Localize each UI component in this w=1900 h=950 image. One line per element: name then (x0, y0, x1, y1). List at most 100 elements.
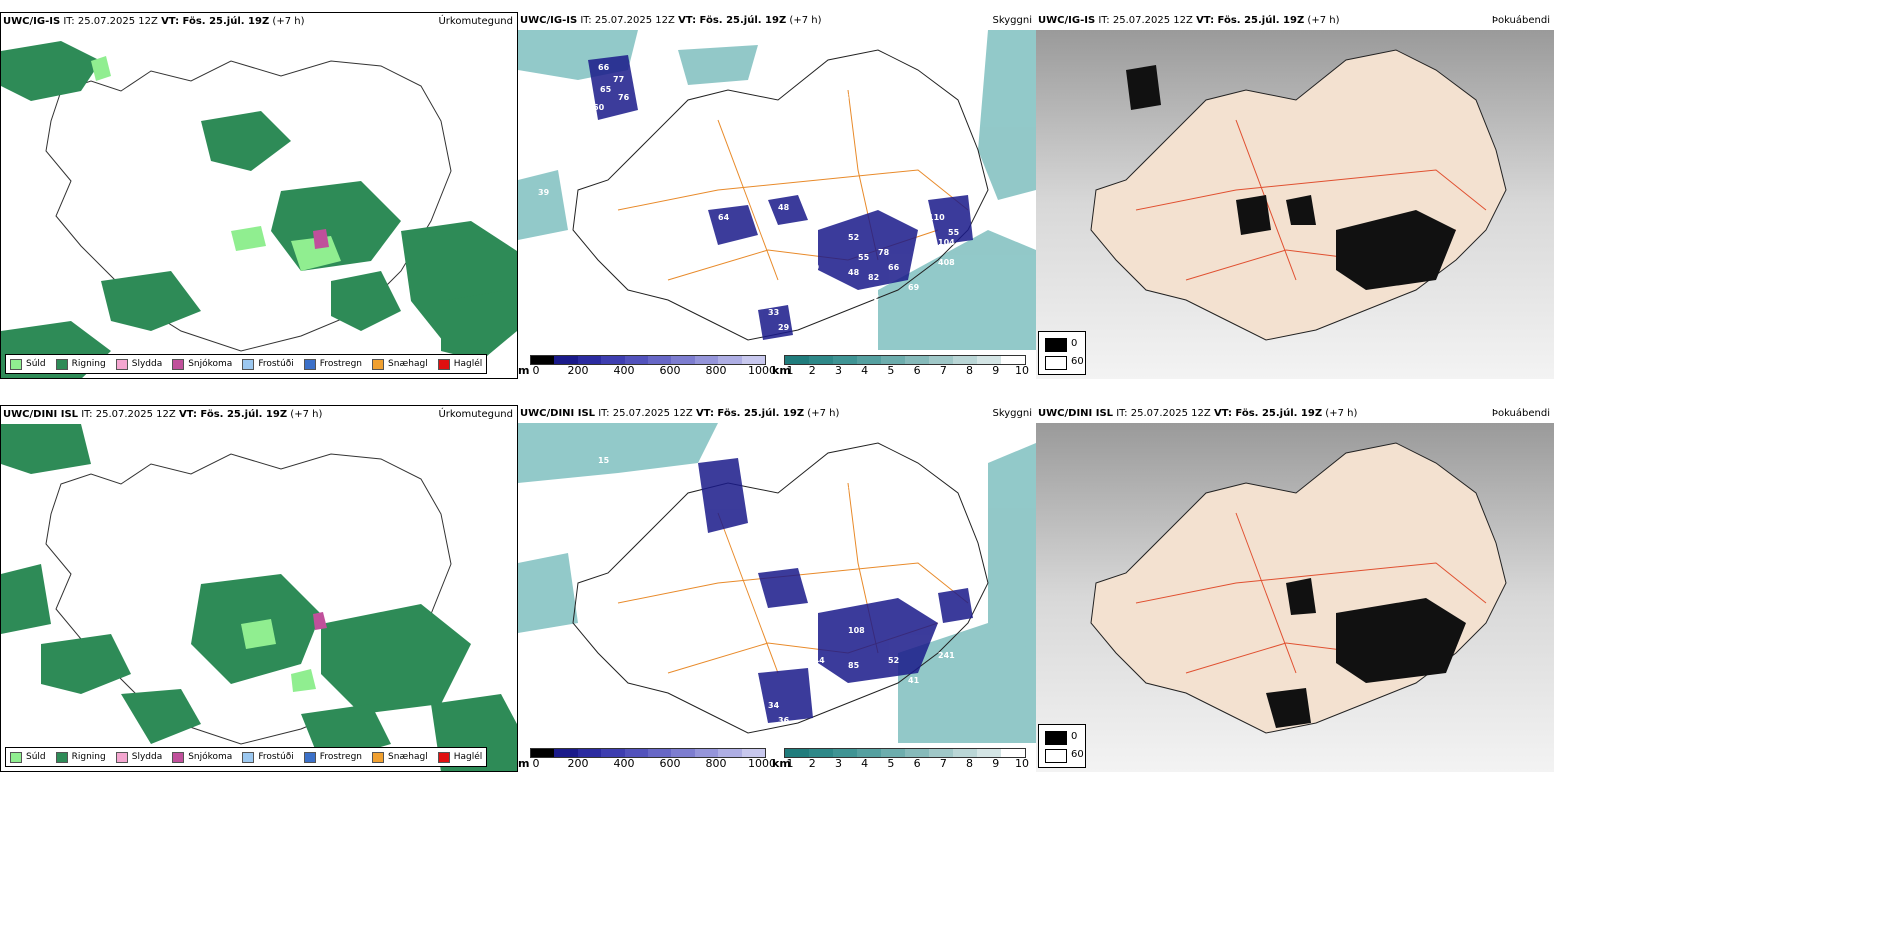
colorbar-tick-label: 5 (887, 757, 895, 770)
legend-label: Snjókoma (188, 752, 233, 762)
cloud-base-value: 41 (908, 676, 920, 685)
model-name: UWC/DINI ISL (1038, 408, 1114, 419)
colorbar-strip (784, 355, 1026, 365)
cloud-base-value: 48 (778, 203, 790, 212)
legend-item: Slydda (115, 751, 162, 763)
cloud-panel-row2: UWC/DINI ISL IT: 25.07.2025 12Z VT: Fös.… (518, 405, 1036, 772)
colorbar-segment (833, 749, 857, 757)
colorbar-tick-label: 8 (966, 364, 974, 377)
colorbar-unit: km (772, 364, 791, 377)
legend-swatch (55, 751, 68, 763)
legend-item: Slydda (115, 358, 163, 370)
colorbar-tick-label: 5 (887, 364, 895, 377)
legend-label: Rigning (71, 359, 106, 369)
cloud-base-value: 45 (838, 486, 850, 495)
visibility-colorbar: km 1 2 3 4 5 6 7 8 9 10 (772, 353, 1036, 377)
legend-item: Haglél (437, 358, 482, 370)
precip-panel-row1: UWC/IG-IS IT: 25.07.2025 12Z VT: Fös. 25… (0, 12, 518, 379)
colorbar-segment (671, 749, 695, 757)
legend-label: Slydda (131, 359, 163, 369)
colorbar-segment (809, 749, 833, 757)
cloud-base-value: 64 (718, 213, 730, 222)
colorbar-tick-label: 1 (786, 757, 794, 770)
valid-time: VT: Fös. 25.júl. 19Z (1213, 408, 1323, 419)
colorbar-segment (809, 356, 833, 364)
fog-key-dark-swatch (1045, 338, 1067, 352)
cloud-base-value: 44 (818, 678, 830, 687)
colorbar-tick-label: 2 (808, 364, 816, 377)
cloud-base-value: 48 (848, 268, 860, 277)
legend-label: Frostregn (319, 752, 363, 762)
colorbar-segment (881, 356, 905, 364)
cloud-base-labels: 6677657660494718333656376448525511055487… (538, 63, 969, 332)
init-time: IT: 25.07.2025 12Z (63, 16, 158, 27)
valid-time: VT: Fös. 25.júl. 19Z (1196, 15, 1305, 26)
cloud-base-value: 60 (593, 103, 605, 112)
legend-item: Súld (10, 751, 46, 763)
legend-swatch (10, 751, 22, 763)
colorbar-tick-label: 4 (861, 757, 869, 770)
colorbar-segment (624, 749, 648, 757)
precip-rain-areas (1, 424, 517, 771)
colorbar-tick-label: 800 (705, 757, 727, 770)
legend-swatch (437, 751, 450, 763)
colorbar-segment (953, 356, 977, 364)
model-name: UWC/DINI ISL (3, 409, 79, 420)
visibility-areas (518, 423, 1036, 743)
valid-time: VT: Fös. 25.júl. 19Z (161, 16, 270, 27)
panel-title: Þokuábendi (1491, 15, 1550, 26)
cloud-base-value: 66 (888, 263, 900, 272)
road-network (617, 89, 969, 281)
colorbar-tick-label: 10 (1015, 757, 1029, 770)
cloud-base-value: 77 (748, 323, 759, 332)
legend-item: Haglél (437, 751, 482, 763)
valid-time: VT: Fös. 25.júl. 19Z (178, 409, 288, 420)
visibility-colorbar: km 1 2 3 4 5 6 7 8 9 10 (772, 746, 1036, 770)
colorbar-segment (694, 356, 719, 364)
cloud-base-value: 33 (768, 308, 779, 317)
colorbar-segment (881, 749, 905, 757)
precip-map (1, 41, 517, 378)
cloud-base-value: 108 (848, 626, 865, 635)
cloud-base-value: 65 (600, 85, 612, 94)
precip-legend: Súld Rigning Slydda Snjókoma Frostúði Frostre… (5, 747, 488, 767)
cloud-base-value: 55 (858, 253, 870, 262)
colorbar-tick-label: 1000 (748, 757, 776, 770)
colorbar-strip (784, 748, 1026, 758)
cloud-base-value: 78 (878, 248, 890, 257)
model-name: UWC/IG-IS (3, 16, 61, 27)
fog-index-key: 0 60 (1038, 724, 1086, 768)
cloud-base-value: 56 (838, 93, 850, 102)
legend-swatch (242, 751, 255, 763)
cloud-base-value: 59 (818, 285, 830, 294)
colorbar-segment (577, 749, 602, 757)
init-time: IT: 25.07.2025 12Z (1098, 15, 1193, 26)
colorbar-segment (929, 356, 953, 364)
colorbar-segment (624, 356, 648, 364)
colorbar-segment (857, 356, 881, 364)
cloud-base-value: 144 (808, 656, 825, 665)
colorbar-segment (905, 356, 929, 364)
cloud-base-colorbar: m 0 200 400 600 800 1000 (518, 353, 776, 377)
init-time: IT: 25.07.2025 12Z (580, 15, 675, 26)
panel-header: UWC/DINI ISL IT: 25.07.2025 12Z VT: Fös.… (1038, 407, 1552, 421)
colorbar-segment (601, 749, 625, 757)
legend-item: Frostúði (242, 751, 294, 763)
colorbar-segment (977, 356, 1001, 364)
legend-swatch (172, 358, 185, 370)
colorbar-tick-label: 0 (532, 757, 540, 770)
legend-label: Rigning (71, 752, 106, 762)
legend-label: Snæhagl (388, 359, 428, 369)
low-cloud-areas (588, 55, 973, 340)
precip-map (1, 424, 517, 771)
colorbar-unit: km (772, 757, 791, 770)
colorbar-segment (785, 749, 809, 757)
legend-label: Frostúði (258, 359, 294, 369)
cloud-base-value: 15 (598, 456, 610, 465)
fog-key-high-label: 0 (1071, 338, 1078, 349)
colorbar-tick-label: 800 (705, 364, 727, 377)
colorbar-tick-label: 0 (532, 364, 540, 377)
legend-swatch (10, 358, 22, 370)
cloud-base-value: 18 (788, 541, 800, 550)
colorbar-segment (833, 356, 857, 364)
